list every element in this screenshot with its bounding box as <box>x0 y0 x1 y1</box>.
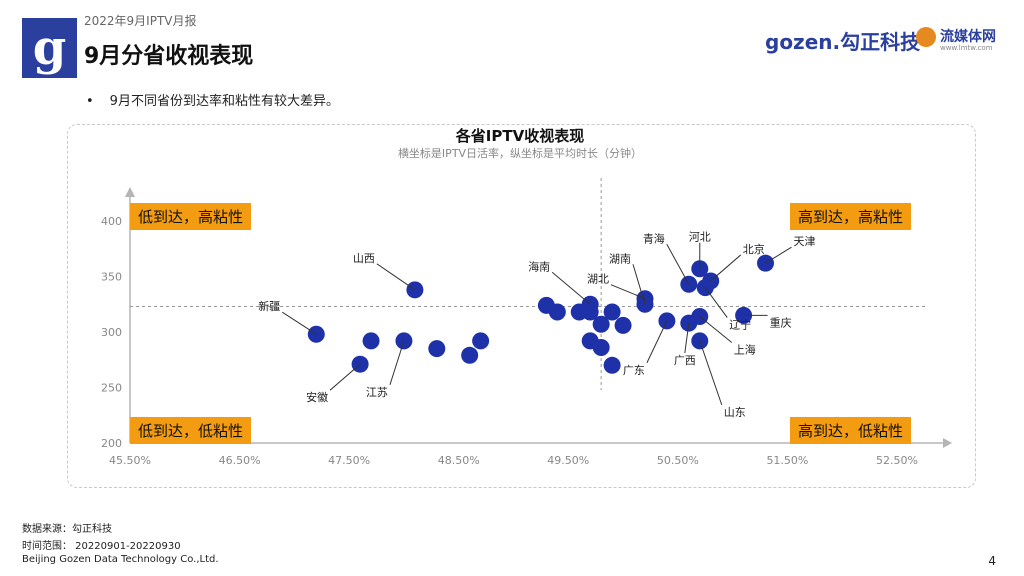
province-label: 新疆 <box>258 299 280 313</box>
data-point <box>428 340 446 358</box>
data-point <box>548 303 566 321</box>
x-tick-label: 47.50% <box>328 454 370 467</box>
data-point <box>461 346 479 364</box>
province-label: 广东 <box>623 364 645 377</box>
leader-line <box>699 340 723 406</box>
y-axis-arrow <box>125 187 135 197</box>
province-label: 北京 <box>743 242 765 256</box>
report-title: 2022年9月IPTV月报 <box>84 14 197 28</box>
page-title: 9月分省收视表现 <box>84 44 254 69</box>
data-point <box>603 303 621 321</box>
data-point <box>581 303 599 321</box>
leader-line <box>376 263 416 291</box>
brand-lmtw-logo: 流媒体网 <box>940 29 996 45</box>
province-label: 重庆 <box>770 315 792 329</box>
leader-line <box>704 287 728 318</box>
leader-line <box>610 284 646 300</box>
y-tick-label: 350 <box>101 271 122 284</box>
x-tick-label: 49.50% <box>547 454 589 467</box>
footer-time-range: 时间范围： 20220901-20220930 <box>22 541 181 552</box>
x-tick-label: 48.50% <box>438 454 480 467</box>
leader-line <box>765 246 792 264</box>
leader-line <box>684 323 690 354</box>
data-point <box>592 339 610 357</box>
gozen-logo: g <box>22 18 77 78</box>
chart-subtitle: 横坐标是IPTV日活率，纵坐标是平均时长（分钟） <box>398 146 642 160</box>
footer-company: Beijing Gozen Data Technology Co.,Ltd. <box>22 554 219 565</box>
leader-line <box>551 271 591 305</box>
data-point <box>603 356 621 374</box>
leader-line <box>710 254 742 282</box>
province-label: 辽宁 <box>729 318 751 332</box>
leader-line <box>389 340 405 386</box>
province-label: 山东 <box>724 406 746 419</box>
x-tick-label: 46.50% <box>219 454 261 467</box>
province-label: 上海 <box>734 342 756 356</box>
province-label: 山西 <box>353 252 375 265</box>
quadrant-bottom-right-label: 高到达，低粘性 <box>790 417 912 444</box>
data-point <box>362 332 380 350</box>
province-label: 河北 <box>689 231 711 244</box>
page-number: 4 <box>988 554 996 568</box>
bullet-text: 9月不同省份到达率和粘性有较大差异。 <box>86 90 339 109</box>
quadrant-top-right-label: 高到达，高粘性 <box>790 203 912 230</box>
footer-source: 数据来源：勾正科技 <box>22 524 112 535</box>
x-tick-label: 45.50% <box>109 454 151 467</box>
y-tick-label: 200 <box>101 437 122 450</box>
chart-frame <box>67 124 976 488</box>
leader-line <box>666 244 690 285</box>
brand-gozen-logo: gozen.勾正科技 <box>765 30 921 54</box>
y-tick-label: 250 <box>101 382 122 395</box>
y-tick-label: 300 <box>101 326 122 339</box>
leader-line <box>632 264 646 305</box>
data-point <box>614 316 632 334</box>
leader-line <box>329 363 361 391</box>
leader-line <box>699 316 733 343</box>
brand-lmtw-url: www.lmtw.com <box>940 44 993 52</box>
quadrant-bottom-left-label: 低到达，低粘性 <box>130 417 252 444</box>
province-label: 安徽 <box>306 390 328 404</box>
data-point <box>472 332 490 350</box>
leader-line <box>646 320 668 364</box>
y-tick-label: 400 <box>101 215 122 228</box>
chart-title: 各省IPTV收视表现 <box>455 127 584 145</box>
province-label: 江苏 <box>366 386 388 399</box>
province-label: 天津 <box>794 235 816 248</box>
province-label: 湖北 <box>587 273 609 286</box>
x-tick-label: 50.50% <box>657 454 699 467</box>
leader-line <box>281 311 317 335</box>
province-label: 湖南 <box>609 252 631 265</box>
data-point <box>592 315 610 333</box>
lmtw-logo-icon <box>916 27 936 47</box>
province-label: 青海 <box>643 231 665 245</box>
province-label: 海南 <box>528 259 550 273</box>
quadrant-top-left-label: 低到达，高粘性 <box>130 203 252 230</box>
x-axis-arrow <box>943 438 952 448</box>
x-tick-label: 51.50% <box>766 454 808 467</box>
province-label: 广西 <box>674 354 696 367</box>
x-tick-label: 52.50% <box>876 454 918 467</box>
